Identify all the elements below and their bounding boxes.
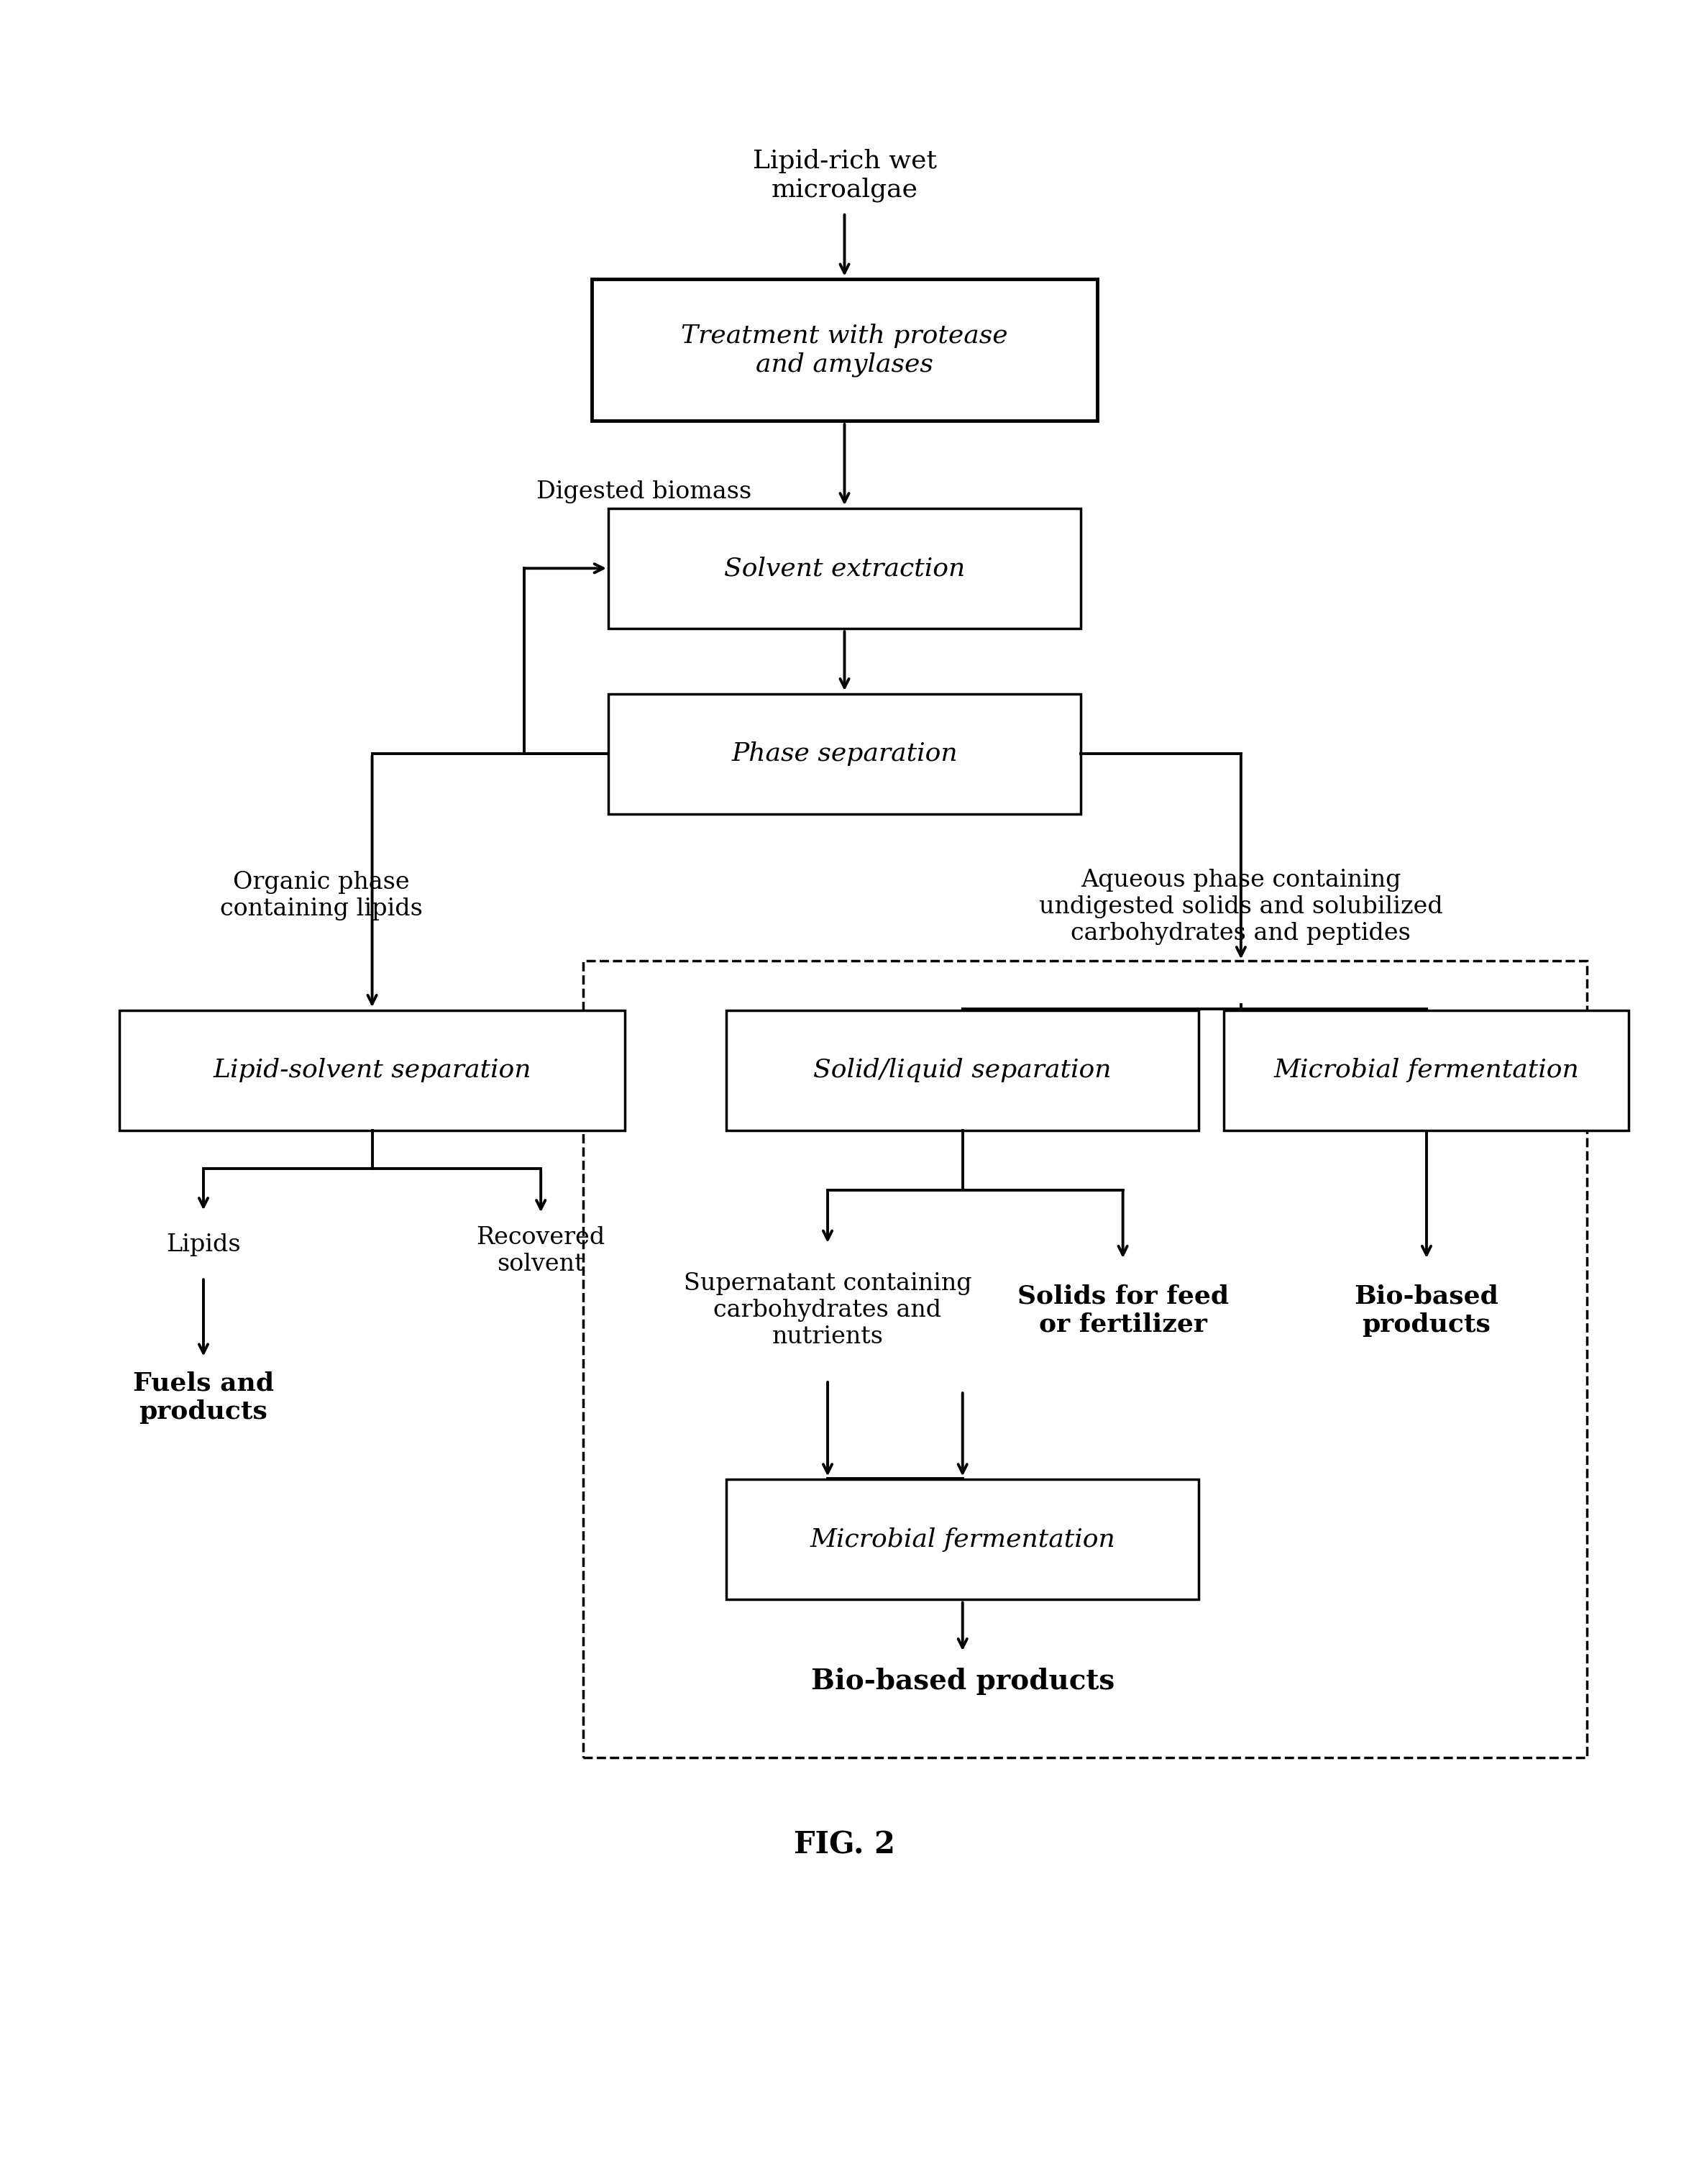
- Text: Solids for feed
or fertilizer: Solids for feed or fertilizer: [1017, 1284, 1228, 1337]
- Bar: [120, 1011, 625, 1129]
- Bar: [591, 280, 1098, 422]
- Text: Fuels and
products: Fuels and products: [133, 1372, 274, 1424]
- Bar: [726, 1011, 1199, 1129]
- Text: Bio-based products: Bio-based products: [811, 1666, 1115, 1695]
- Text: FIG. 2: FIG. 2: [794, 1830, 895, 1861]
- Text: Lipid-rich wet
microalgae: Lipid-rich wet microalgae: [753, 149, 936, 203]
- Text: Solid/liquid separation: Solid/liquid separation: [814, 1057, 1111, 1083]
- Bar: [1225, 1011, 1628, 1129]
- Text: Solvent extraction: Solvent extraction: [725, 557, 964, 581]
- Text: Treatment with protease
and amylases: Treatment with protease and amylases: [681, 323, 1008, 376]
- Text: Recovered
solvent: Recovered solvent: [476, 1227, 605, 1275]
- Text: Microbial fermentation: Microbial fermentation: [811, 1527, 1115, 1551]
- Bar: [608, 695, 1081, 815]
- Text: Digested biomass: Digested biomass: [537, 480, 752, 505]
- Text: Supernatant containing
carbohydrates and
nutrients: Supernatant containing carbohydrates and…: [684, 1271, 971, 1348]
- Bar: [726, 1479, 1199, 1599]
- Bar: [583, 961, 1586, 1758]
- Text: Aqueous phase containing
undigested solids and solubilized
carbohydrates and pep: Aqueous phase containing undigested soli…: [1039, 869, 1442, 946]
- Text: Phase separation: Phase separation: [731, 743, 958, 767]
- Text: Bio-based
products: Bio-based products: [1355, 1284, 1498, 1337]
- Text: Organic phase
containing lipids: Organic phase containing lipids: [220, 871, 422, 919]
- Text: Lipid-solvent separation: Lipid-solvent separation: [213, 1057, 532, 1083]
- Bar: [608, 509, 1081, 629]
- Text: Microbial fermentation: Microbial fermentation: [1274, 1057, 1579, 1083]
- Text: Lipids: Lipids: [166, 1234, 242, 1256]
